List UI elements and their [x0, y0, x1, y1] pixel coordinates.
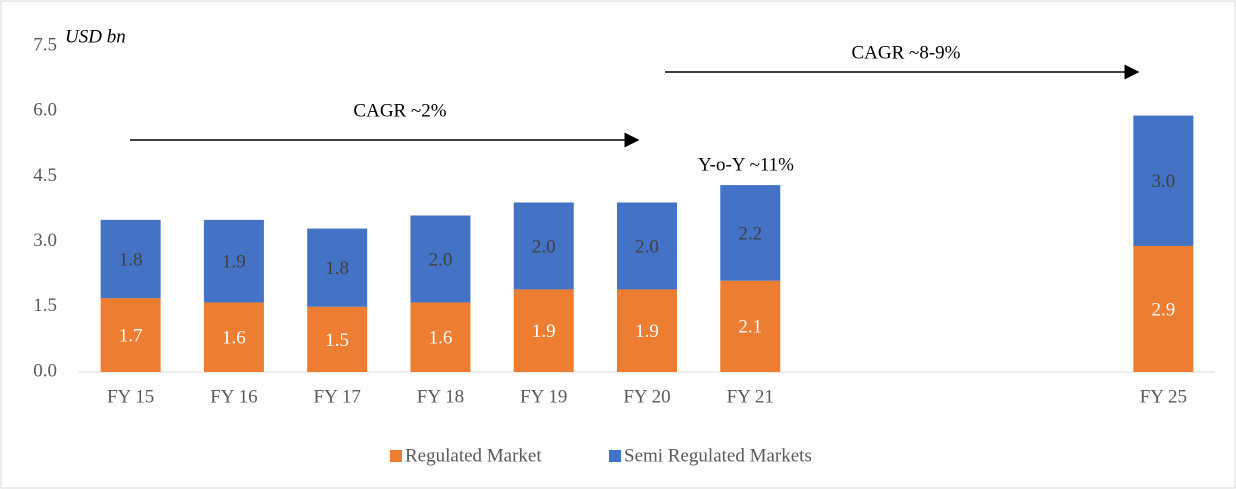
bar-segment	[410, 215, 471, 303]
data-label: 2.0	[429, 249, 453, 270]
data-label: 1.5	[325, 330, 349, 351]
data-label: 1.9	[222, 252, 246, 273]
bar-segment	[307, 306, 368, 372]
legend-label: Regulated Market	[405, 445, 542, 466]
data-label: 2.0	[532, 236, 556, 257]
bar-segment	[513, 289, 574, 372]
data-label: 2.9	[1151, 299, 1175, 320]
bar-segment	[410, 302, 471, 372]
bar-segment	[100, 298, 161, 372]
y-tick-label: 7.5	[33, 34, 57, 55]
data-label: 1.9	[532, 321, 556, 342]
x-tick-label: FY 15	[107, 386, 154, 407]
x-tick-label: FY 16	[210, 386, 257, 407]
x-tick-label: FY 17	[314, 386, 361, 407]
bar-segment	[513, 202, 574, 290]
bar-segment	[617, 202, 677, 290]
bar-segment	[720, 185, 781, 281]
annotation: Y-o-Y ~11%	[698, 154, 794, 175]
x-tick-label: FY 18	[417, 386, 464, 407]
annotation: CAGR ~8-9%	[852, 42, 961, 63]
legend-swatch	[609, 450, 621, 462]
legend-label: Semi Regulated Markets	[624, 445, 812, 466]
y-tick-label: 6.0	[33, 100, 57, 121]
y-tick-label: 1.5	[33, 295, 57, 316]
bar-segment	[203, 302, 264, 372]
data-label: 3.0	[1151, 171, 1175, 192]
bar-segment	[100, 219, 161, 299]
bar-segment	[1133, 115, 1194, 246]
data-label: 1.6	[429, 328, 453, 349]
y-tick-label: 4.5	[33, 165, 57, 186]
data-label: 1.7	[119, 325, 143, 346]
data-label: 1.8	[119, 249, 143, 270]
data-label: 2.2	[738, 223, 762, 244]
bar-segment	[307, 228, 368, 307]
annotation: CAGR ~2%	[353, 100, 446, 121]
data-label: 1.6	[222, 328, 246, 349]
bar-segment	[1133, 245, 1194, 372]
bar-segment	[617, 289, 677, 372]
data-label: 2.0	[635, 236, 659, 257]
x-tick-label: FY 19	[520, 386, 567, 407]
y-axis-label: USD bn	[65, 26, 126, 47]
legend-swatch	[390, 450, 402, 462]
y-tick-label: 0.0	[33, 360, 57, 381]
data-label: 1.9	[635, 321, 659, 342]
data-label: 1.8	[325, 258, 349, 279]
y-tick-label: 3.0	[33, 230, 57, 251]
bar-segment	[203, 219, 264, 303]
x-tick-label: FY 21	[727, 386, 774, 407]
x-tick-label: FY 20	[623, 386, 670, 407]
data-label: 2.1	[738, 317, 762, 338]
x-tick-label: FY 25	[1140, 386, 1187, 407]
bar-segment	[720, 280, 781, 372]
